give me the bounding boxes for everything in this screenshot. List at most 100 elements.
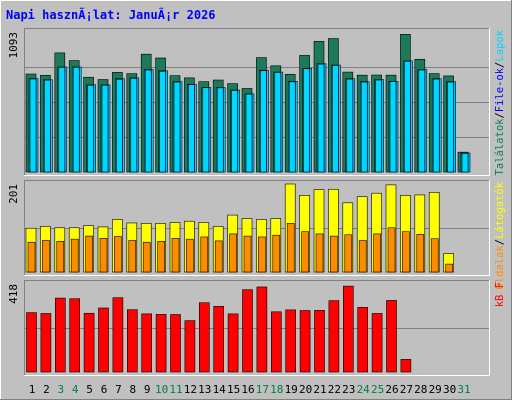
day-label: 5 (86, 383, 93, 396)
bar-lapok (144, 69, 152, 173)
bar-lapok (29, 78, 37, 173)
day-axis-labels: 1 2 3 4 5 6 7 8 9 10 11 12 13 14 15 16 17 18 19 20 21 22 23 24 2… (29, 383, 471, 396)
bar-lapok (44, 79, 51, 173)
day-label: 27 (400, 383, 413, 396)
bar-oldalak (42, 240, 50, 273)
bar-oldalak (344, 234, 353, 273)
bar-lapok (375, 79, 382, 173)
bar-oldalak (157, 241, 165, 273)
bar-oldalak (358, 240, 367, 273)
bar-kbf (69, 298, 80, 373)
bar-kbf (328, 300, 340, 373)
bar-lapok (173, 81, 181, 173)
legend-entry: kB F (494, 282, 506, 307)
bar-oldalak (301, 231, 309, 273)
day-label: 18 (270, 383, 283, 396)
day-label: 15 (227, 383, 240, 396)
bar-kbf (256, 286, 268, 373)
bar-oldalak (214, 240, 223, 273)
day-label: 26 (385, 383, 398, 396)
bar-lapok (87, 85, 94, 173)
bar-kbf (270, 311, 282, 373)
bar-oldalak (200, 236, 209, 273)
day-label: 20 (299, 383, 312, 396)
bar-oldalak (27, 241, 36, 273)
bar-lapok (245, 93, 253, 173)
bar-oldalak (70, 238, 79, 273)
day-label: 7 (115, 383, 122, 396)
bar-kbf (299, 310, 311, 373)
bar-kbf (83, 312, 95, 373)
legend-entry: / (494, 62, 506, 68)
panel-legend: Oldalak/Látogatók (494, 181, 506, 289)
bar-lapok (317, 63, 325, 173)
bar-lapok (202, 87, 210, 173)
bar-oldalak (85, 235, 93, 273)
day-label: 31 (457, 383, 470, 396)
bar-lapok (159, 71, 166, 173)
bar-kbf (357, 307, 369, 373)
bar-oldalak (272, 234, 281, 273)
bar-kbf (386, 300, 397, 373)
day-label: 28 (414, 383, 427, 396)
bar-kbf (155, 314, 167, 373)
bar-kbf (371, 313, 383, 373)
bar-lapok (231, 90, 238, 173)
day-label: 30 (443, 383, 456, 396)
bar-lapok (188, 84, 195, 173)
day-label: 23 (342, 383, 355, 396)
bar-oldalak (373, 233, 381, 273)
chart-title: Napi hasznÃ¡lat: JanuÃ¡r 2026 (6, 7, 216, 22)
bar-oldalak (315, 233, 324, 273)
bar-kbf (242, 289, 253, 373)
bar-kbf (314, 310, 325, 373)
day-label: 29 (429, 383, 442, 396)
day-label: 24 (357, 383, 371, 396)
bar-oldalak (229, 233, 237, 273)
bar-oldalak (387, 227, 396, 273)
bar-kbf (112, 297, 124, 373)
day-label: 4 (72, 383, 79, 396)
bar-oldalak (114, 236, 122, 273)
day-label: 13 (198, 383, 211, 396)
panel-scale-label: 418 (7, 284, 20, 304)
bar-lapok (58, 67, 66, 173)
day-label: 22 (328, 383, 341, 396)
day-label: 3 (57, 383, 64, 396)
bar-kbf (98, 307, 109, 373)
bar-kbf (199, 302, 210, 373)
bar-lapok (447, 81, 454, 173)
panel-hits-files-pages: 1093 Találatok/File-ok/Lapok (7, 28, 506, 176)
bar-lapok (303, 68, 310, 173)
panel-legend: Találatok/File-ok/Lapok (494, 29, 506, 175)
legend-entry: Látogatók (494, 181, 506, 239)
day-label: 25 (371, 383, 384, 396)
legend-entry: File-ok (494, 67, 506, 112)
bar-lapok (101, 84, 109, 173)
day-label: 21 (313, 383, 326, 396)
bar-kbf (213, 306, 224, 373)
bar-kbf (26, 312, 37, 373)
bar-lapok (72, 67, 80, 173)
bar-lapok (274, 72, 282, 173)
day-label: 1 (29, 383, 36, 396)
day-label: 14 (213, 383, 227, 396)
bar-oldalak (128, 240, 137, 273)
bar-lapok (404, 61, 411, 173)
bar-lapok (216, 87, 224, 173)
bar-lapok (346, 78, 354, 173)
bar-kbf (184, 320, 196, 373)
day-label: 19 (285, 383, 298, 396)
bar-kbf (170, 314, 181, 373)
bar-lapok (389, 81, 397, 173)
bar-oldalak (445, 263, 453, 273)
day-label: 9 (144, 383, 151, 396)
bar-lapok (461, 153, 469, 173)
panel-scale-label: 1093 (7, 32, 20, 59)
bar-oldalak (142, 241, 151, 273)
day-label: 16 (241, 383, 254, 396)
bar-oldalak (330, 235, 338, 273)
bar-oldalak (416, 234, 425, 273)
bar-kbf (227, 313, 239, 373)
